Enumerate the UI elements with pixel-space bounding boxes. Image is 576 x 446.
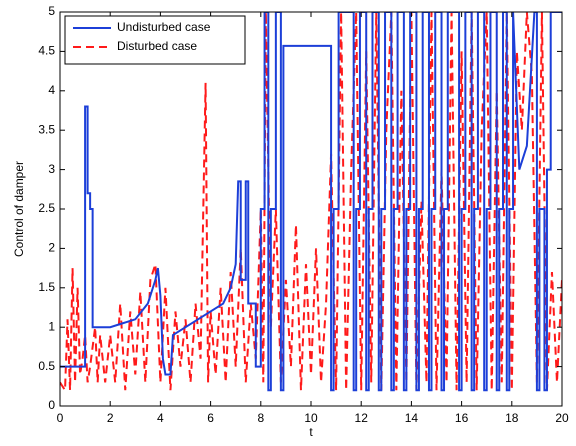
legend-label: Undisturbed case — [117, 20, 211, 34]
y-tick-label: 4.5 — [38, 44, 55, 58]
y-tick-label: 2 — [48, 241, 55, 255]
x-tick-label: 14 — [405, 411, 419, 425]
x-tick-label: 20 — [555, 411, 569, 425]
x-tick-label: 0 — [57, 411, 64, 425]
legend-label: Disturbed case — [117, 39, 197, 53]
y-tick-label: 1 — [48, 319, 55, 333]
y-tick-label: 2.5 — [38, 201, 55, 215]
x-tick-label: 18 — [505, 411, 519, 425]
x-tick-label: 8 — [257, 411, 264, 425]
x-tick-label: 12 — [355, 411, 369, 425]
x-tick-label: 10 — [304, 411, 318, 425]
series-line — [60, 12, 562, 392]
y-tick-label: 1.5 — [38, 280, 55, 294]
x-tick-label: 16 — [455, 411, 469, 425]
x-tick-label: 4 — [157, 411, 164, 425]
y-tick-label: 5 — [48, 4, 55, 18]
y-tick-label: 4 — [48, 83, 55, 97]
y-tick-label: 0 — [48, 398, 55, 412]
y-axis-label: Control of damper — [12, 161, 26, 257]
legend: Undisturbed case Disturbed case — [64, 15, 246, 65]
legend-box — [64, 15, 246, 65]
x-axis-label: t — [309, 425, 313, 439]
y-tick-label: 3.5 — [38, 122, 55, 136]
plot-area — [60, 12, 562, 394]
x-tick-label: 2 — [107, 411, 114, 425]
y-tick-label: 3 — [48, 162, 55, 176]
x-tick-label: 6 — [207, 411, 214, 425]
y-tick-label: 0.5 — [38, 359, 55, 373]
